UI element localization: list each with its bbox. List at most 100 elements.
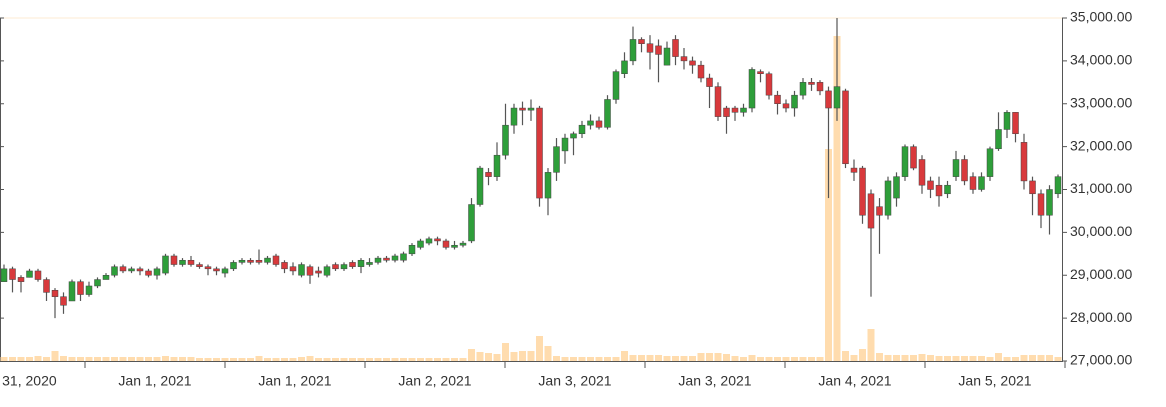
candle-body — [621, 60, 628, 74]
volume-bar — [272, 358, 280, 361]
volume-bar — [196, 358, 203, 361]
candle-body — [850, 167, 858, 173]
volume-bar — [825, 149, 832, 361]
volume-bar — [952, 356, 960, 361]
candle-body — [833, 86, 841, 109]
candle-body — [995, 129, 1002, 150]
x-tick-label: Jan 1, 2021 — [118, 373, 191, 389]
volume-bar — [986, 357, 994, 361]
candle-body — [17, 277, 25, 282]
candle-body — [153, 268, 161, 276]
volume-bar — [544, 346, 552, 361]
volume-bar — [26, 357, 33, 361]
volume-bar — [638, 355, 645, 361]
volume-bar — [145, 357, 152, 361]
candle-body — [85, 285, 93, 295]
candle-body — [459, 242, 467, 246]
volume-bar — [680, 356, 688, 361]
y-tick-label: 34,000.00 — [1070, 52, 1132, 68]
y-tick-label: 27,000.00 — [1070, 352, 1132, 368]
candle-body — [536, 107, 543, 199]
candle-body — [757, 71, 764, 74]
volume-bar — [332, 358, 339, 361]
volume-bar — [1046, 355, 1053, 361]
candle-body — [876, 206, 883, 216]
volume-bar — [0, 357, 8, 361]
candle-body — [910, 146, 917, 169]
volume-bar — [281, 358, 288, 361]
candle-body — [408, 244, 416, 255]
volume-bar — [179, 357, 186, 361]
candle-body — [340, 264, 348, 270]
candle-body — [306, 266, 314, 276]
candle-body — [697, 64, 705, 79]
candle-body — [434, 238, 441, 242]
candle-body — [706, 77, 713, 87]
candle-body — [765, 73, 773, 96]
volume-bar — [417, 358, 424, 361]
candle-body — [961, 159, 968, 182]
candle-body — [638, 39, 645, 44]
volume-bar — [1037, 355, 1045, 361]
candle-body — [196, 264, 203, 267]
y-tick-label: 33,000.00 — [1070, 94, 1132, 110]
volume-bar — [774, 357, 781, 361]
candle-body — [825, 90, 832, 109]
volume-bar — [697, 353, 705, 361]
volume-bar — [595, 357, 603, 361]
volume-bar — [85, 357, 93, 361]
volume-bar — [757, 357, 764, 361]
volume-bar — [119, 357, 127, 361]
volume-bar — [374, 358, 382, 361]
candle-body — [672, 39, 679, 57]
candle-body — [655, 45, 662, 55]
y-tick-label: 29,000.00 — [1070, 266, 1132, 282]
volume-bar — [1029, 355, 1036, 361]
candle-body — [493, 154, 501, 177]
volume-bar — [434, 358, 441, 361]
x-tick-label: Jan 5, 2021 — [958, 373, 1031, 389]
volume-bar — [357, 358, 365, 361]
candle-body — [289, 266, 297, 272]
candle-body — [417, 240, 424, 248]
volume-bar — [561, 357, 569, 361]
candle-body — [51, 290, 59, 297]
candle-body — [145, 270, 152, 276]
candle-body — [646, 43, 654, 53]
candle-body — [468, 204, 475, 242]
volume-bar — [459, 358, 467, 361]
candle-body — [986, 148, 994, 177]
candle-body — [612, 71, 620, 100]
candle-body — [255, 259, 263, 263]
volume-bar — [629, 355, 637, 361]
candle-body — [748, 69, 756, 109]
volume-bar — [298, 357, 305, 361]
candle-body — [162, 255, 169, 274]
x-tick-label: Jan 2, 2021 — [398, 373, 471, 389]
candle-body — [629, 39, 637, 62]
volume-bar — [111, 357, 118, 361]
candle-body — [731, 107, 739, 113]
y-tick-label: 30,000.00 — [1070, 223, 1132, 239]
candle-body — [604, 99, 611, 128]
volume-bar — [723, 354, 730, 361]
candle-body — [9, 268, 16, 280]
candle-body — [587, 120, 594, 126]
volume-bar — [553, 356, 560, 361]
volume-bar — [340, 358, 348, 361]
volume-bar — [323, 358, 331, 361]
volume-bar — [1020, 355, 1028, 361]
y-tick-label: 35,000.00 — [1070, 9, 1132, 25]
candle-body — [451, 244, 458, 248]
volume-bar — [289, 358, 297, 361]
y-tick-label: 31,000.00 — [1070, 180, 1132, 196]
candle-body — [442, 240, 450, 248]
volume-bar — [68, 357, 76, 361]
volume-bar — [60, 356, 67, 361]
volume-bar — [485, 353, 492, 361]
volume-bar — [1003, 357, 1011, 361]
volume-bar — [604, 357, 611, 361]
candle-body — [400, 253, 407, 261]
candle-body — [349, 262, 356, 267]
